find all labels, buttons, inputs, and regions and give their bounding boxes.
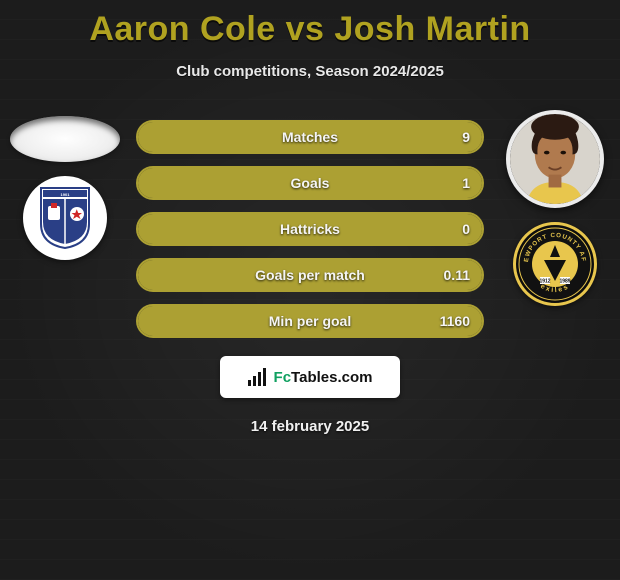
left-club-badge: 1901 — [23, 176, 107, 260]
stat-bar: Matches 9 — [136, 120, 484, 154]
stat-value-right: 0 — [462, 221, 470, 237]
right-club-badge: 1912 1989 NEWPORT COUNTY AFC exiles — [513, 222, 597, 306]
brand-suffix: Tables.com — [291, 369, 372, 386]
stat-label: Hattricks — [280, 221, 340, 237]
date-line: 14 february 2025 — [0, 418, 620, 435]
comparison-body: 1901 Matches 9 Goals 1 Hattricks 0 Goals per m… — [0, 110, 620, 338]
stat-label: Goals — [291, 175, 330, 191]
stat-bar: Min per goal 1160 — [136, 304, 484, 338]
bar-chart-icon — [248, 368, 268, 386]
stat-label: Min per goal — [269, 313, 351, 329]
svg-text:1901: 1901 — [61, 192, 71, 197]
svg-text:1989: 1989 — [559, 279, 570, 285]
stat-label: Matches — [282, 129, 338, 145]
brand-text: FcTables.com — [274, 369, 373, 386]
brand-prefix: Fc — [274, 369, 292, 386]
left-player-avatar — [10, 116, 120, 162]
brand-pill[interactable]: FcTables.com — [220, 356, 400, 398]
stat-bar: Goals per match 0.11 — [136, 258, 484, 292]
subtitle: Club competitions, Season 2024/2025 — [0, 63, 620, 80]
stat-value-right: 9 — [462, 129, 470, 145]
stat-label: Goals per match — [255, 267, 365, 283]
player-photo-icon — [510, 110, 600, 208]
right-player-column: 1912 1989 NEWPORT COUNTY AFC exiles — [490, 110, 620, 306]
stat-value-right: 0.11 — [444, 267, 470, 283]
newport-badge-icon: 1912 1989 NEWPORT COUNTY AFC exiles — [516, 225, 594, 303]
right-player-avatar — [506, 110, 604, 208]
stat-bar: Hattricks 0 — [136, 212, 484, 246]
stats-column: Matches 9 Goals 1 Hattricks 0 Goals per match 0… — [130, 110, 490, 338]
barrow-shield-icon: 1901 — [37, 186, 93, 250]
left-player-column: 1901 — [0, 110, 130, 260]
page-title: Aaron Cole vs Josh Martin — [0, 0, 620, 49]
stat-value-right: 1160 — [440, 313, 470, 329]
stat-value-right: 1 — [462, 175, 470, 191]
svg-text:1912: 1912 — [539, 279, 550, 285]
stat-bar: Goals 1 — [136, 166, 484, 200]
